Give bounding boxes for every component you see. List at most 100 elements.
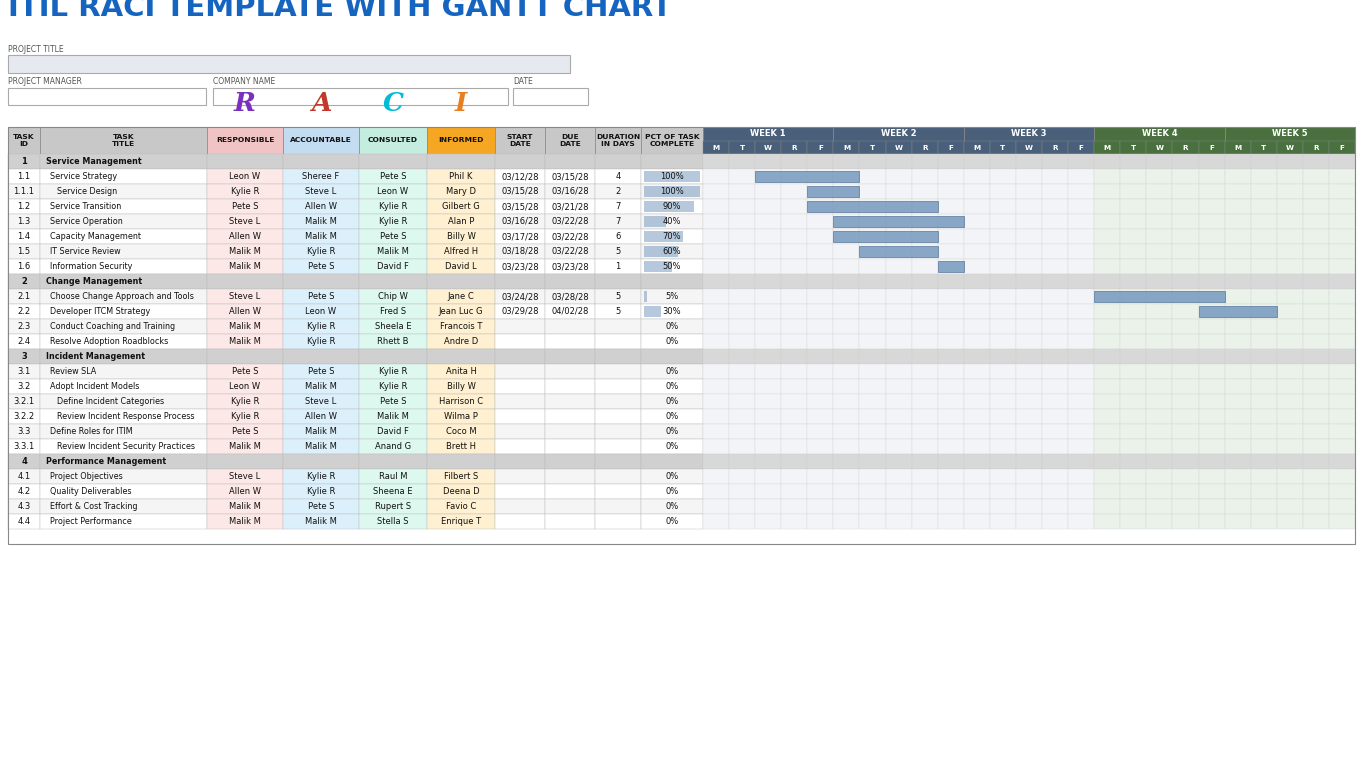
Text: 4.1: 4.1: [18, 472, 30, 481]
Bar: [1069, 319, 1094, 334]
Bar: [1277, 141, 1303, 154]
Bar: [990, 274, 1015, 289]
Text: Kylie R: Kylie R: [307, 337, 335, 346]
Bar: [495, 499, 545, 514]
Text: Malik M: Malik M: [378, 412, 409, 421]
Bar: [641, 199, 703, 214]
Bar: [860, 229, 886, 244]
Bar: [703, 499, 729, 514]
Bar: [1329, 439, 1355, 454]
Bar: [886, 364, 912, 379]
Bar: [40, 469, 207, 484]
Bar: [912, 514, 938, 529]
Bar: [1094, 514, 1120, 529]
Bar: [729, 214, 755, 229]
Bar: [1277, 334, 1303, 349]
Bar: [1172, 229, 1198, 244]
Text: Pete S: Pete S: [232, 427, 258, 436]
Text: Service Strategy: Service Strategy: [50, 172, 117, 181]
Bar: [1277, 394, 1303, 409]
Bar: [207, 169, 284, 184]
Text: 3.2: 3.2: [18, 382, 30, 391]
Bar: [807, 484, 833, 499]
Bar: [990, 469, 1015, 484]
Text: 03/22/28: 03/22/28: [551, 247, 589, 256]
Bar: [495, 364, 545, 379]
Bar: [990, 169, 1015, 184]
Bar: [641, 469, 703, 484]
Bar: [207, 394, 284, 409]
Bar: [1303, 424, 1329, 439]
Bar: [643, 291, 647, 302]
Bar: [807, 319, 833, 334]
Bar: [1224, 514, 1251, 529]
Bar: [545, 484, 596, 499]
Text: 3.1: 3.1: [18, 367, 30, 376]
Bar: [990, 244, 1015, 259]
Text: F: F: [1078, 144, 1084, 151]
Bar: [886, 199, 912, 214]
Bar: [1120, 334, 1146, 349]
Bar: [358, 364, 427, 379]
Text: I: I: [455, 91, 468, 116]
Bar: [1224, 199, 1251, 214]
Bar: [1069, 214, 1094, 229]
Bar: [1277, 169, 1303, 184]
Bar: [427, 349, 495, 364]
Bar: [1094, 349, 1120, 364]
Bar: [964, 214, 990, 229]
Bar: [833, 349, 860, 364]
Bar: [729, 274, 755, 289]
Text: Review Incident Response Process: Review Incident Response Process: [57, 412, 195, 421]
Bar: [1043, 169, 1069, 184]
Bar: [284, 127, 358, 154]
Text: 0%: 0%: [665, 427, 679, 436]
Bar: [860, 246, 938, 257]
Bar: [729, 334, 755, 349]
Bar: [807, 244, 833, 259]
Bar: [807, 186, 860, 197]
Bar: [807, 201, 938, 212]
Bar: [1069, 274, 1094, 289]
Bar: [703, 304, 729, 319]
Text: 2.1: 2.1: [18, 292, 30, 301]
Text: Fred S: Fred S: [380, 307, 406, 316]
Bar: [8, 334, 40, 349]
Bar: [1303, 141, 1329, 154]
Text: Kylie R: Kylie R: [307, 322, 335, 331]
Bar: [807, 514, 833, 529]
Bar: [1303, 394, 1329, 409]
Bar: [781, 349, 807, 364]
Bar: [886, 289, 912, 304]
Text: Kylie R: Kylie R: [307, 487, 335, 496]
Bar: [860, 469, 886, 484]
Bar: [1146, 364, 1172, 379]
Text: 5: 5: [615, 292, 620, 301]
Bar: [912, 244, 938, 259]
Bar: [781, 454, 807, 469]
Bar: [781, 199, 807, 214]
Text: R: R: [921, 144, 927, 151]
Bar: [755, 349, 781, 364]
Bar: [1043, 184, 1069, 199]
Bar: [495, 319, 545, 334]
Bar: [427, 319, 495, 334]
Bar: [512, 88, 587, 105]
Text: Pete S: Pete S: [308, 292, 334, 301]
Bar: [596, 274, 641, 289]
Bar: [1146, 514, 1172, 529]
Bar: [641, 364, 703, 379]
Bar: [1172, 349, 1198, 364]
Bar: [1120, 229, 1146, 244]
Bar: [1015, 141, 1043, 154]
Bar: [284, 184, 358, 199]
Bar: [1303, 499, 1329, 514]
Bar: [1198, 394, 1224, 409]
Text: 03/22/28: 03/22/28: [551, 232, 589, 241]
Text: W: W: [1156, 144, 1164, 151]
Bar: [1043, 274, 1069, 289]
Bar: [495, 304, 545, 319]
Bar: [1120, 289, 1146, 304]
Bar: [495, 184, 545, 199]
Bar: [1329, 199, 1355, 214]
